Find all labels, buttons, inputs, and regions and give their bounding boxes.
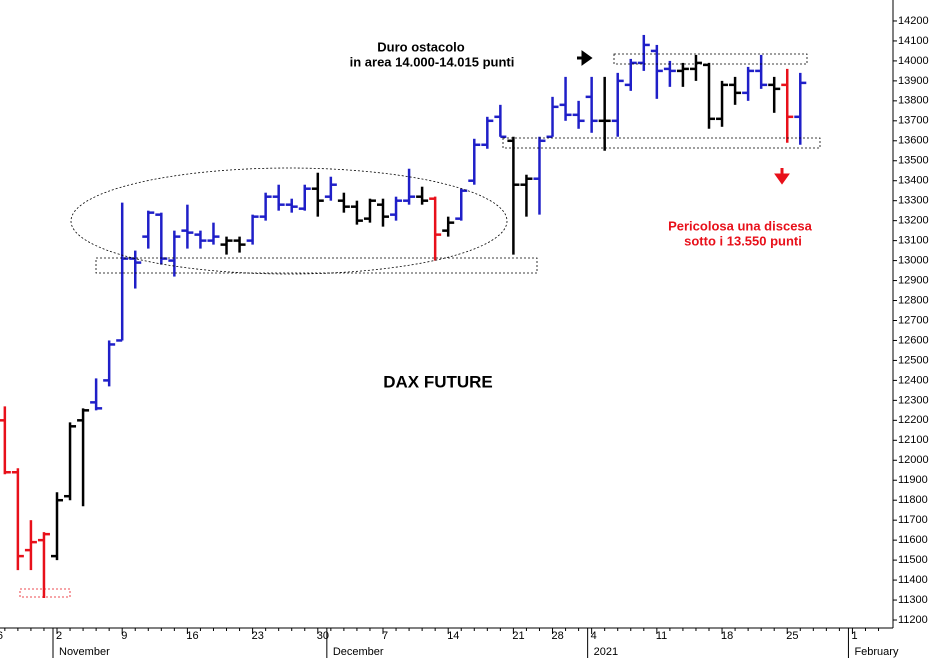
month-label: December [333,646,384,658]
month-label: 2021 [594,646,618,658]
x-tick-label: 14 [447,630,459,642]
x-tick-label: 7 [382,630,388,642]
x-tick-label: 28 [552,630,564,642]
y-tick-label: 11400 [898,574,928,586]
annotation: Duro ostacolo [377,39,464,54]
x-tick-label: 2 [56,630,62,642]
range-ellipse [70,167,508,275]
range-box [95,257,538,274]
y-tick-label: 11700 [898,514,928,526]
y-tick-label: 13100 [898,235,929,247]
month-label: November [59,646,110,658]
resistance-box [613,53,808,65]
x-tick-label: 18 [721,630,733,642]
y-tick-label: 13500 [898,155,929,167]
chart-title: DAX FUTURE [383,372,493,391]
y-tick-label: 12500 [898,354,929,366]
y-tick-label: 11200 [898,614,928,626]
x-tick-label: 1 [851,630,857,642]
x-tick-label: 25 [786,630,798,642]
arrow-down [774,168,790,185]
y-tick-label: 12600 [898,334,929,346]
y-tick-label: 13000 [898,254,929,266]
x-tick-label: 11 [656,630,667,642]
annotation: sotto i 13.550 punti [684,233,802,248]
y-tick-label: 13200 [898,215,929,227]
x-tick-label: 21 [512,630,524,642]
y-tick-label: 11300 [898,594,928,606]
y-tick-label: 14100 [898,35,929,47]
y-tick-label: 12000 [898,454,929,466]
y-tick-label: 13400 [898,175,929,187]
y-tick-label: 12900 [898,274,929,286]
y-tick-label: 12100 [898,434,929,446]
x-tick-label: 16 [186,630,198,642]
y-tick-label: 12300 [898,394,929,406]
y-tick-label: 12700 [898,314,929,326]
arrow-right [577,50,593,66]
y-tick-label: 13300 [898,195,929,207]
y-tick-label: 14000 [898,55,929,67]
y-tick-label: 12400 [898,374,929,386]
x-tick-label: 26 [0,630,3,642]
y-tick-label: 12200 [898,414,929,426]
x-tick-label: 30 [317,630,329,642]
month-label: February [854,646,899,658]
y-tick-label: 11600 [898,534,928,546]
y-tick-label: 13700 [898,115,929,127]
bars [0,34,807,599]
x-tick-label: 9 [121,630,127,642]
y-tick-label: 12800 [898,294,929,306]
x-tick-label: 23 [252,630,264,642]
annotation: in area 14.000-14.015 punti [350,54,515,69]
y-tick-label: 13800 [898,95,929,107]
support-box [502,137,821,149]
y-tick-label: 11900 [898,474,928,486]
y-tick-label: 14200 [898,15,929,27]
x-tick-label: 4 [591,630,597,642]
annotation: Pericolosa una discesa [668,218,813,233]
y-tick-label: 11800 [898,494,928,506]
y-tick-label: 11500 [898,554,928,566]
y-tick-label: 13600 [898,135,929,147]
y-tick-label: 13900 [898,75,929,87]
low-box [19,588,71,598]
